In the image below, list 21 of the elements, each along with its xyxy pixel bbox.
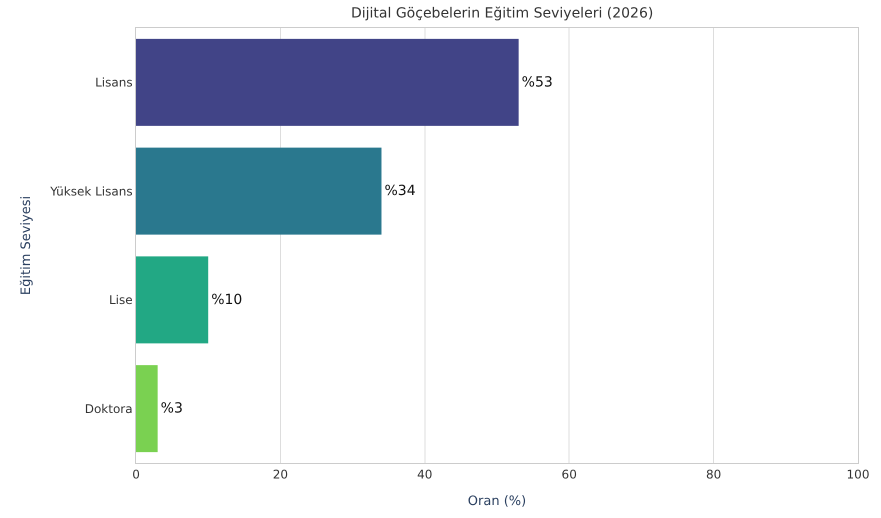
x-tick-label: 40 [417,467,432,482]
x-tick-label: 100 [846,467,870,482]
x-tick-label: 60 [562,467,577,482]
bar [136,365,158,452]
bar [136,256,208,344]
bar [136,148,382,235]
y-tick-label: Lise [108,293,133,308]
x-tick-label: 20 [272,467,288,482]
bar [136,38,519,126]
y-axis-title: Eğitim Seviyesi [19,196,34,296]
x-tick-label: 80 [706,467,722,482]
data-label: %34 [384,183,416,200]
data-label: %10 [211,292,242,308]
x-tick-label: 0 [132,467,140,482]
data-label: %53 [522,74,553,90]
x-axis-title: Oran (%) [468,494,526,509]
chart-title: Dijital Göçebelerin Eğitim Seviyeleri (2026) [350,6,654,22]
y-tick-label: Lisans [95,76,133,90]
y-tick-label: Yüksek Lisans [49,184,133,198]
y-tick-label: Doktora [84,402,133,416]
data-label: %3 [160,400,183,417]
